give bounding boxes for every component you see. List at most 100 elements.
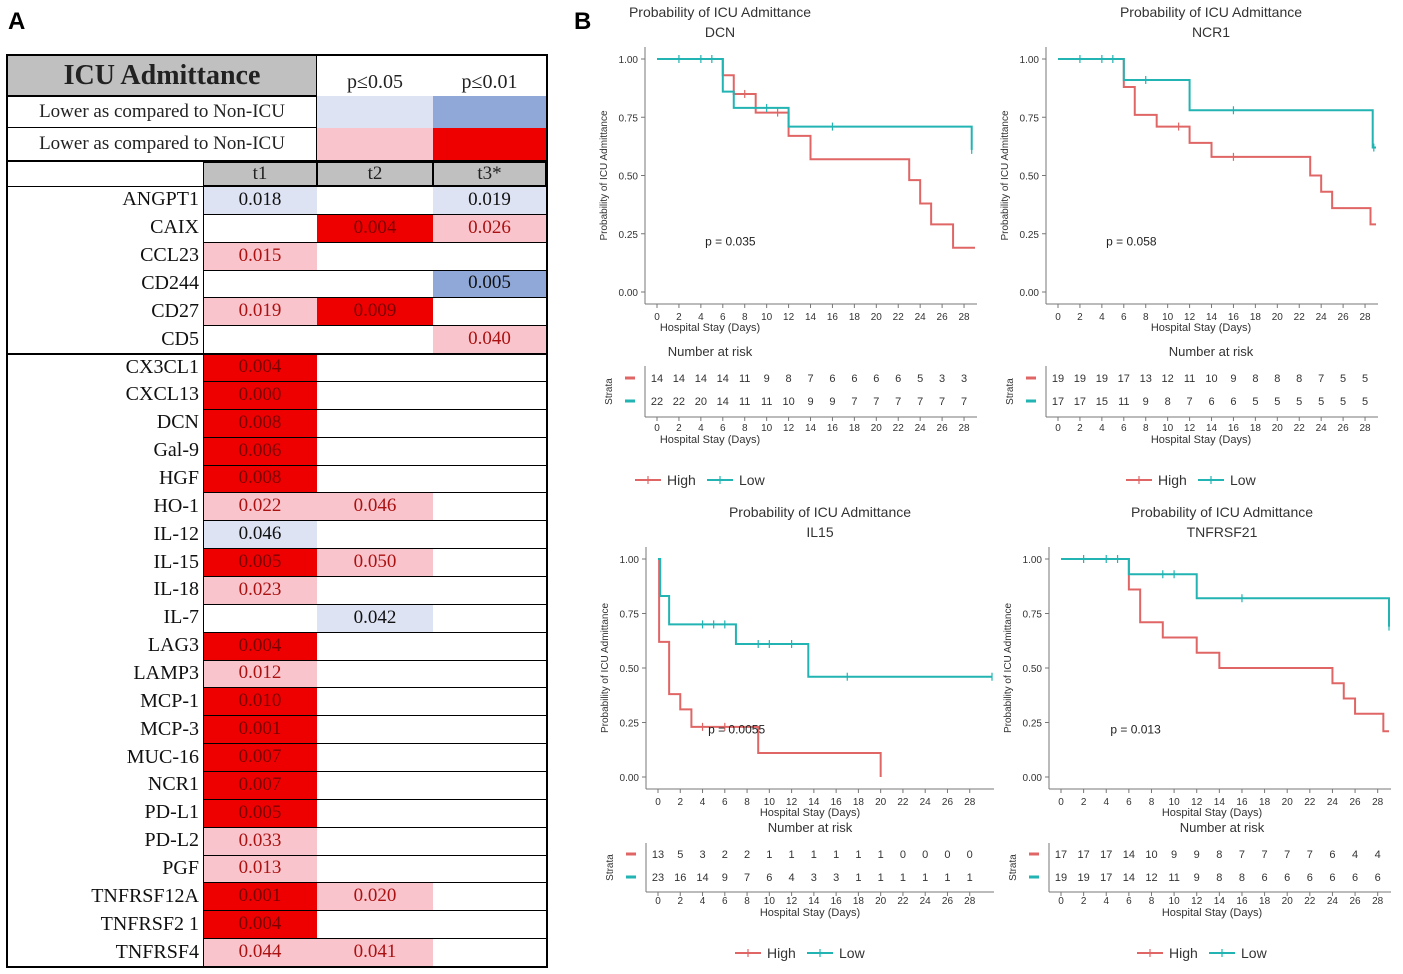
risk-x-tick-label: 16 [1236,896,1248,907]
risk-x-tick-label: 12 [786,896,798,907]
row-label: TNFRSF12A [91,884,199,907]
risk-high-count: 2 [744,849,750,861]
y-tick-label: 0.00 [619,288,639,299]
row-label: IL-12 [153,522,199,545]
y-tick-label: 1.00 [1023,555,1043,566]
pvalue-cell-t1: 0.001 [203,715,317,744]
row-label: CAIX [150,216,199,239]
risk-high-count: 14 [1123,849,1135,861]
p-value: p = 0.0055 [708,722,765,736]
risk-x-axis-title: Hospital Stay (Days) [760,907,860,919]
pvalue-cell-t2 [317,353,433,381]
risk-low-count: 7 [895,396,901,408]
risk-low-count: 22 [651,396,663,408]
pvalue-cell-t2: 0.050 [317,548,433,576]
p-value: p = 0.058 [1106,234,1157,248]
risk-high-count: 4 [1375,849,1381,861]
risk-high-count: 17 [1100,849,1112,861]
risk-x-tick-label: 20 [871,423,883,434]
risk-low-count: 1 [922,872,928,884]
legend-low-label: Low [839,945,866,961]
pvalue-cell-t2: 0.046 [317,492,433,521]
risk-x-tick-label: 28 [1359,423,1371,434]
row-label: MCP-1 [140,689,199,712]
risk-x-tick-label: 10 [761,423,773,434]
risk-high-count: 6 [895,373,901,385]
risk-high-count: 7 [1307,849,1313,861]
risk-low-count: 6 [1208,396,1214,408]
risk-x-axis-title: Hospital Stay (Days) [1162,907,1262,919]
risk-table-title: Number at risk [1180,820,1265,835]
pvalue-cell-t1: 0.033 [203,826,317,855]
risk-low-count: 6 [1375,872,1381,884]
row-divider [203,213,546,215]
risk-low-count: 17 [1074,396,1086,408]
risk-high-count: 9 [1171,849,1177,861]
risk-high-count: 8 [1296,373,1302,385]
pvalue-cell-t3 [433,882,546,910]
x-tick-label: 6 [720,312,726,323]
risk-high-count: 10 [1145,849,1157,861]
risk-x-tick-label: 8 [744,896,750,907]
risk-high-count: 7 [807,373,813,385]
row-divider [203,938,546,940]
chart-title: Probability of ICU Admittance [1120,4,1302,20]
risk-high-count: 17 [1077,849,1089,861]
chart-title: Probability of ICU Admittance [1131,504,1313,520]
x-tick-label: 24 [920,797,932,808]
risk-x-tick-label: 12 [1191,896,1203,907]
x-tick-label: 8 [1149,797,1155,808]
risk-low-count: 16 [674,872,686,884]
pvalue-cell-t2 [317,771,433,799]
risk-low-count: 8 [1165,396,1171,408]
pvalue-cell-t3 [433,576,546,604]
row-divider [203,492,546,494]
pvalue-cell-t3 [433,910,546,938]
row-label: IL-15 [153,550,199,573]
pvalue-cell-t1: 0.005 [203,798,317,827]
pvalue-cell-t2 [317,576,433,604]
risk-high-count: 5 [1340,373,1346,385]
row-label: CXCL13 [125,383,199,406]
row-divider [8,186,546,187]
risk-x-axis-title: Hospital Stay (Days) [660,434,760,446]
pvalue-cell-t3 [433,771,546,799]
risk-x-tick-label: 26 [937,423,949,434]
risk-x-tick-label: 12 [1184,423,1196,434]
pvalue-cell-t2 [317,520,433,548]
risk-x-tick-label: 16 [827,423,839,434]
row-divider [203,798,546,800]
x-tick-label: 0 [654,312,660,323]
x-tick-label: 0 [655,797,661,808]
risk-low-count: 6 [1262,872,1268,884]
row-divider [203,854,546,856]
legend-blue-mid-swatch [433,96,546,128]
row-label: TNFRSF4 [115,940,199,963]
row-label: Gal-9 [153,439,199,462]
risk-low-count: 11 [1118,396,1129,408]
risk-x-tick-label: 28 [958,423,970,434]
risk-x-tick-label: 4 [1099,423,1105,434]
risk-high-count: 0 [967,849,973,861]
pvalue-cell-t3: 0.005 [433,269,546,298]
x-tick-label: 26 [942,797,954,808]
y-tick-label: 0.25 [619,230,639,241]
pvalue-cell-t2 [317,687,433,715]
risk-low-count: 1 [900,872,906,884]
legend-low-label: Low [1241,945,1268,961]
risk-high-count: 9 [1194,849,1200,861]
risk-low-count: 20 [695,396,707,408]
risk-x-tick-label: 20 [1272,423,1284,434]
x-tick-label: 4 [700,797,706,808]
p-value: p = 0.013 [1110,722,1161,736]
x-tick-label: 14 [808,797,820,808]
row-divider [203,659,546,661]
km-curve-low [657,58,973,150]
legend-divider [8,160,546,162]
pvalue-cell-t1: 0.000 [203,381,317,409]
pvalue-cell-t1: 0.023 [203,576,317,604]
pvalue-cell-t3 [433,548,546,576]
risk-low-count: 15 [1096,396,1108,408]
row-label: CD5 [161,327,199,350]
risk-low-count: 17 [1052,396,1064,408]
